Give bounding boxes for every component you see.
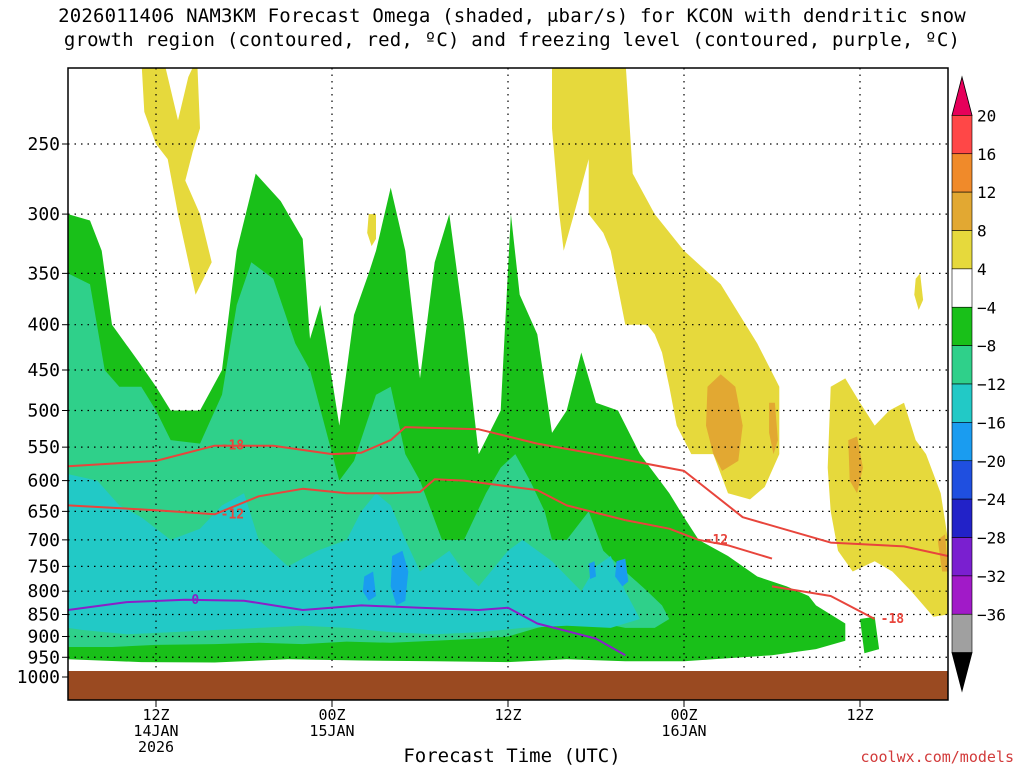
grid [68,68,948,700]
colorbar-label: −20 [977,452,1006,471]
y-tick-label: 250 [27,134,60,155]
omega-region-orange-4 [937,534,948,572]
y-tick-label: 850 [27,605,60,626]
chart-title: 2026011406 NAM3KM Forecast Omega (shaded… [0,4,1024,52]
y-tick-label: 550 [27,437,60,458]
y-axis: 2503003504004505005506006507007508008509… [17,134,68,688]
contour-label: -12 [221,507,244,522]
contour-label: -18 [221,439,245,454]
omega-region-blue-3 [615,558,629,587]
omega-region-yellow-left [141,68,212,295]
omega-shading [68,68,948,663]
y-tick-label: 750 [27,556,60,577]
colorbar-label: 20 [977,106,996,125]
y-tick-label: 600 [27,471,60,492]
x-axis-label: Forecast Time (UTC) [403,745,621,767]
colorbar-top-triangle [951,75,973,116]
colorbar-label: −24 [977,490,1006,509]
colorbar-swatch [951,115,973,155]
contour-label: -18 [881,612,905,627]
colorbar-label: 12 [977,183,996,202]
colorbar-label: −28 [977,529,1006,548]
colorbar-label: −32 [977,567,1006,586]
colorbar-swatch [951,153,973,193]
contours: -18 -12 -12 -18 0 [68,426,948,657]
omega-region-orange-3 [848,436,863,494]
x-tick-label: 12Z [494,706,521,724]
y-tick-label: 400 [27,315,60,336]
colorbar-label: −4 [977,298,996,317]
contour-freezing-4 [68,598,626,657]
colorbar-label: −12 [977,375,1006,394]
omega-region-cyan [68,474,640,635]
y-tick-label: 900 [27,626,60,647]
colorbar-swatch [951,268,973,308]
omega-region-yellow-spot [914,273,924,310]
colorbar-swatch [951,460,973,500]
omega-region-blue-4 [588,561,596,579]
contour-dendritic-3 [771,585,876,620]
x-tick-label: 14JAN [133,722,178,740]
x-tick-label: 2026 [138,738,174,756]
omega-region-yellow-lower-right [827,378,948,617]
omega-region-yellow-dot [367,214,376,247]
contour-dendritic-2 [625,519,773,560]
colorbar-label: −16 [977,413,1006,432]
colorbar-label: 16 [977,145,996,164]
omega-region-blue-1 [390,550,409,606]
contour-dendritic-1 [68,478,626,522]
x-tick-label: 00Z [670,706,697,724]
y-tick-label: 700 [27,530,60,551]
colorbar-label: 8 [977,222,987,241]
colorbar-bottom-triangle [951,652,973,693]
colorbar-swatch [951,306,973,346]
colorbar: 20 16 12 8 4 −4 −8 −12 −16 −20 −24 −28 −32 −36 [951,75,1006,693]
contour-label: 0 [191,593,199,608]
contour-label: -12 [705,533,728,548]
omega-region-orange-2 [769,402,778,455]
y-tick-label: 950 [27,647,60,668]
omega-region-green-frag [860,616,880,654]
y-tick-label: 800 [27,581,60,602]
omega-region-blue-2 [362,571,376,601]
colorbar-label: 4 [977,260,987,279]
colorbar-swatch [951,191,973,231]
y-tick-label: 450 [27,360,60,381]
colorbar-swatch [951,575,973,615]
ground-fill [68,671,948,700]
colorbar-swatch [951,537,973,577]
y-tick-label: 500 [27,401,60,422]
chart-title-line1: 2026011406 NAM3KM Forecast Omega (shaded… [58,5,966,27]
colorbar-label: −8 [977,337,996,356]
omega-region-orange-1 [706,374,743,471]
x-tick-label: 12Z [846,706,873,724]
contour-dendritic-0 [68,426,948,557]
colorbar-swatch [951,345,973,385]
colorbar-swatch [951,383,973,423]
y-tick-label: 1000 [17,667,60,688]
colorbar-swatch [951,422,973,462]
credit-text: coolwx.com/models [860,748,1014,766]
x-tick-label: 00Z [318,706,345,724]
x-tick-label: 16JAN [661,722,706,740]
x-tick-label: 15JAN [309,722,354,740]
y-tick-label: 650 [27,501,60,522]
colorbar-label: −36 [977,605,1006,624]
chart-title-line2: growth region (contoured, red, ºC) and f… [63,29,961,51]
colorbar-swatch [951,613,973,653]
y-tick-label: 300 [27,204,60,225]
x-tick-label: 12Z [142,706,169,724]
y-tick-label: 350 [27,263,60,284]
colorbar-swatch [951,230,973,270]
ground-surface [68,671,948,700]
colorbar-swatch [951,498,973,538]
